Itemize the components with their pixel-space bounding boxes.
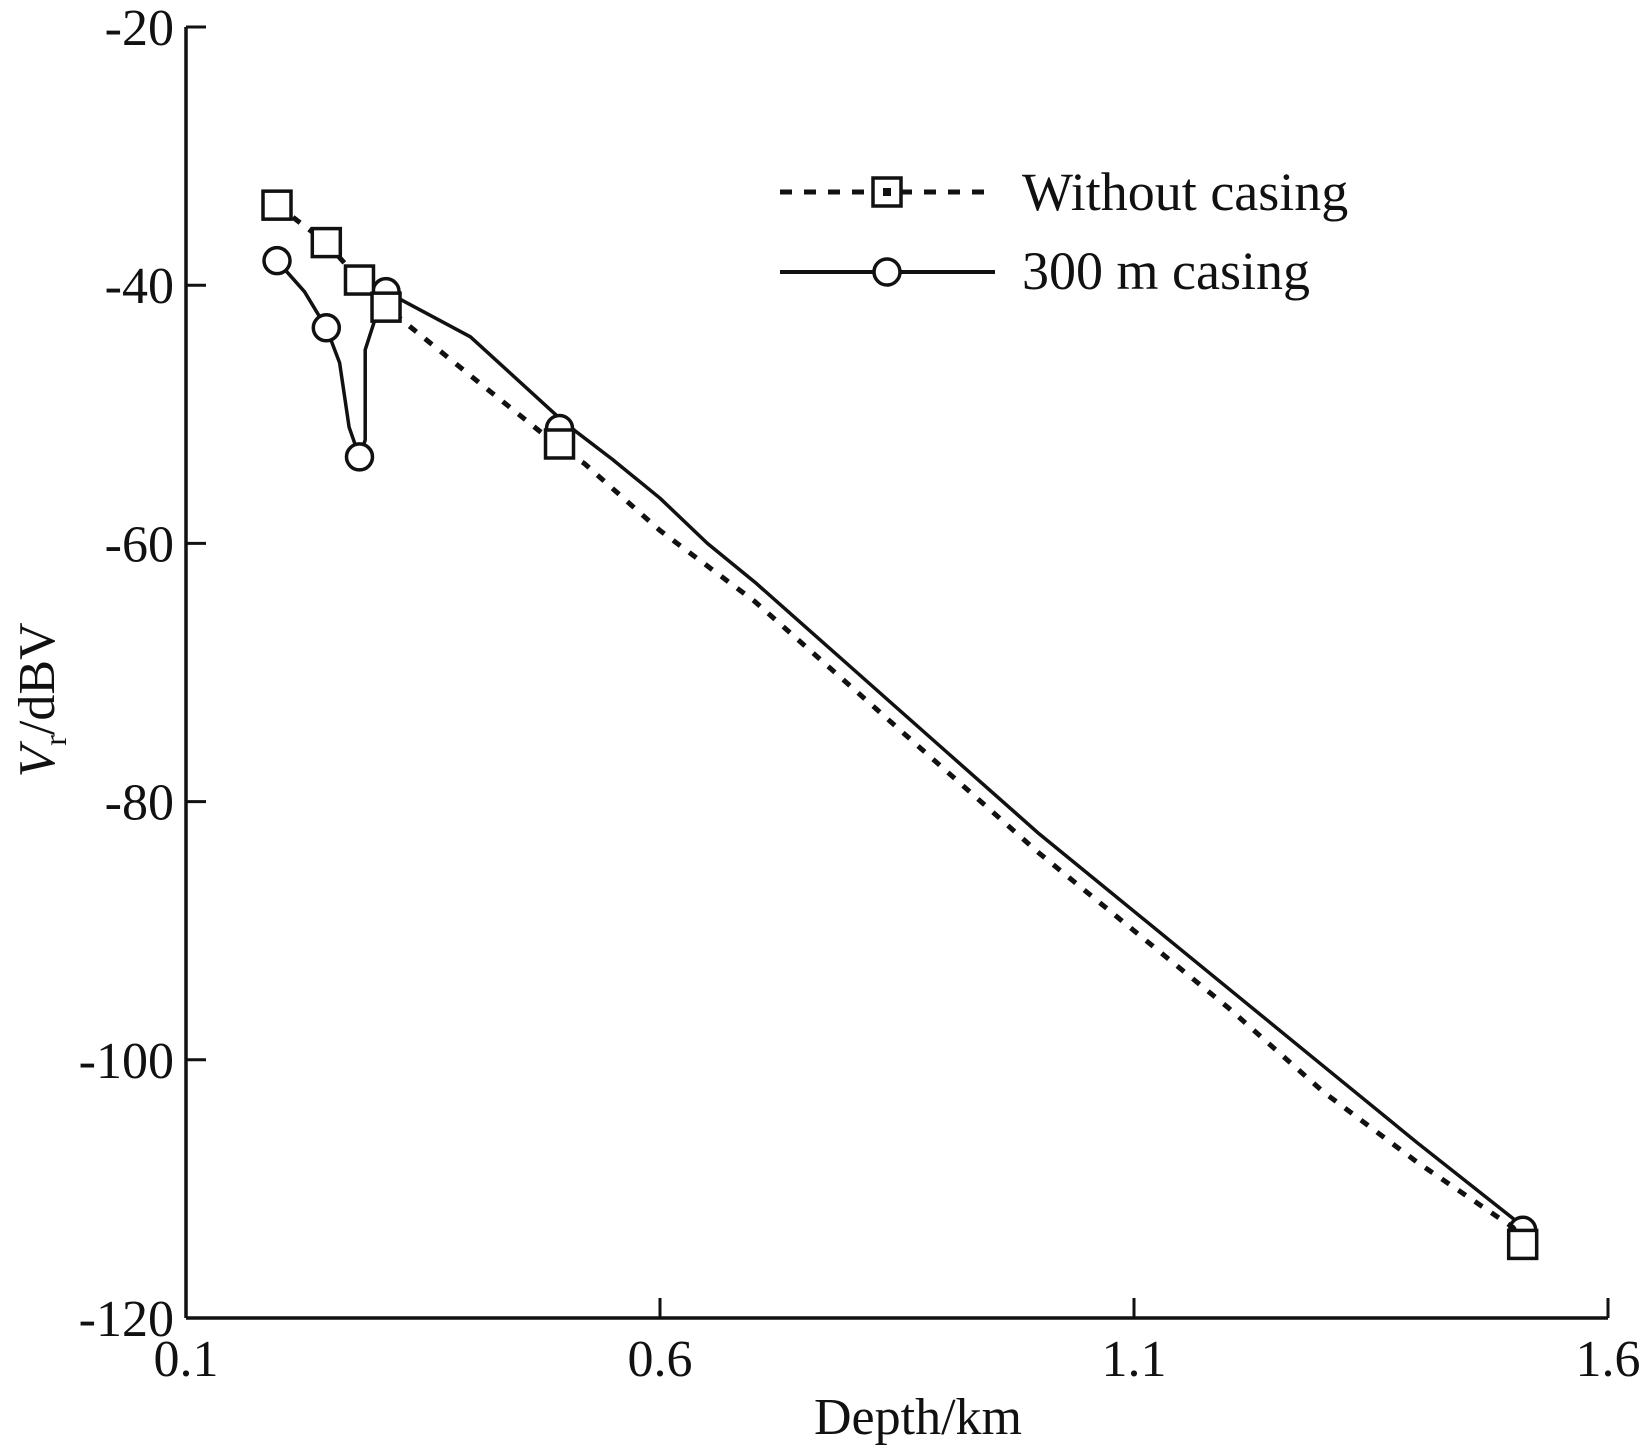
legend-circle-marker — [872, 257, 902, 287]
square-marker — [261, 189, 293, 221]
y-axis-title-main: V — [9, 741, 66, 778]
y-tick-label: -100 — [79, 1033, 174, 1090]
x-axis-title: Depth/km — [814, 1389, 1022, 1446]
series-layer — [261, 189, 1539, 1261]
legend-label-300m-casing: 300 m casing — [1022, 241, 1310, 301]
y-axis-title-sub: r — [37, 735, 73, 746]
x-tick-label: 0.1 — [154, 1331, 219, 1388]
y-axis-title-unit: /dBV — [9, 622, 66, 735]
legend: Without casing 300 m casing — [780, 162, 1348, 301]
circle-marker — [311, 313, 342, 343]
x-tick-label: 1.6 — [1576, 1331, 1641, 1388]
y-tick-label: -40 — [105, 258, 174, 315]
square-marker — [370, 291, 402, 323]
square-marker — [310, 226, 343, 259]
svg-text:Vr/dBV: Vr/dBV — [9, 622, 73, 777]
y-axis-title: Vr/dBV — [9, 622, 73, 777]
y-tick-label: -120 — [79, 1291, 174, 1348]
square-marker — [343, 264, 376, 296]
y-tick-label: -80 — [105, 775, 174, 832]
square-marker — [1506, 1228, 1539, 1261]
circle-marker — [344, 442, 375, 472]
x-tick-label: 1.1 — [1102, 1331, 1167, 1388]
x-tick-label: 0.6 — [628, 1331, 693, 1388]
y-tick-label: -60 — [105, 516, 174, 573]
series-300m-casing — [262, 245, 1538, 1245]
square-marker — [543, 428, 576, 460]
series-line — [275, 203, 1525, 1246]
circle-marker — [262, 245, 292, 276]
legend-square-marker-dot — [883, 188, 891, 196]
series-without-casing — [261, 189, 1539, 1261]
legend-label-without-casing: Without casing — [1022, 162, 1348, 222]
series-line — [275, 259, 1525, 1232]
y-tick-label: -20 — [105, 0, 174, 57]
